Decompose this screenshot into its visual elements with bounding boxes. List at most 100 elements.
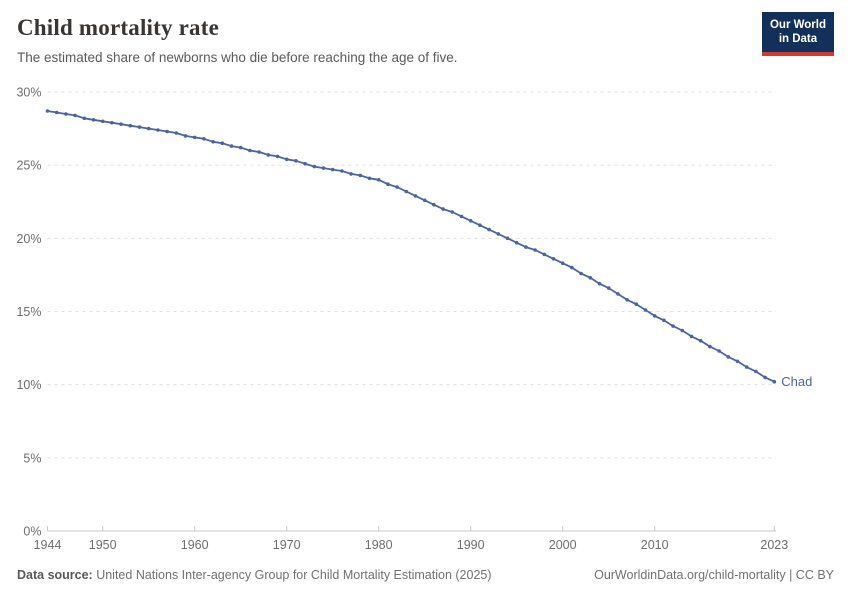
chart-header: Child mortality rate The estimated share… bbox=[17, 14, 757, 66]
data-point-marker bbox=[551, 257, 556, 261]
y-tick-label: 5% bbox=[23, 451, 41, 465]
data-point-marker bbox=[229, 144, 234, 148]
owid-logo-line1: Our World bbox=[769, 19, 826, 31]
chart-footer: Data source: United Nations Inter-agency… bbox=[17, 568, 834, 582]
data-point-marker bbox=[643, 308, 648, 312]
data-point-marker bbox=[45, 109, 50, 113]
data-point-marker bbox=[441, 207, 445, 211]
data-point-marker bbox=[698, 339, 703, 343]
x-tick-label: 1980 bbox=[365, 538, 393, 552]
data-point-marker bbox=[735, 359, 740, 364]
data-point-marker bbox=[156, 128, 160, 132]
data-point-marker bbox=[422, 198, 427, 203]
data-point-marker bbox=[275, 154, 280, 159]
page-subtitle: The estimated share of newborns who die … bbox=[17, 49, 458, 65]
data-point-marker bbox=[625, 298, 629, 302]
y-tick-label: 15% bbox=[16, 305, 41, 319]
data-point-marker bbox=[468, 219, 473, 223]
data-point-marker bbox=[202, 137, 206, 141]
data-point-marker bbox=[533, 248, 537, 252]
data-point-marker bbox=[514, 240, 519, 245]
data-point-marker bbox=[634, 302, 639, 307]
data-point-marker bbox=[708, 344, 712, 349]
data-point-marker bbox=[174, 131, 179, 135]
data-point-marker bbox=[606, 286, 611, 290]
data-point-marker bbox=[128, 123, 133, 128]
y-tick-label: 25% bbox=[16, 159, 41, 173]
data-point-marker bbox=[542, 252, 547, 257]
y-tick-label: 0% bbox=[23, 525, 41, 539]
data-point-marker bbox=[183, 134, 188, 138]
data-source-value: United Nations Inter-agency Group for Ch… bbox=[92, 568, 492, 582]
data-point-marker bbox=[303, 161, 307, 166]
data-point-marker bbox=[560, 261, 565, 266]
footer-links: OurWorldinData.org/child-mortality | CC … bbox=[594, 568, 834, 582]
data-point-marker bbox=[266, 153, 271, 157]
owid-logo[interactable]: Our World in Data bbox=[761, 12, 834, 56]
data-point-marker bbox=[248, 148, 252, 153]
data-point-marker bbox=[211, 140, 215, 144]
owid-logo-line2: in Data bbox=[778, 33, 818, 46]
data-point-marker bbox=[478, 223, 482, 227]
data-point-marker bbox=[321, 166, 326, 170]
x-tick-label: 2010 bbox=[641, 538, 669, 552]
series-line[interactable] bbox=[46, 110, 776, 383]
data-point-marker bbox=[82, 116, 87, 121]
data-point-marker bbox=[680, 328, 685, 333]
data-point-marker bbox=[413, 194, 418, 198]
data-source-note: Data source: United Nations Inter-agency… bbox=[17, 568, 492, 582]
data-point-marker bbox=[358, 173, 363, 178]
data-point-marker bbox=[220, 141, 225, 145]
data-point-marker bbox=[376, 178, 381, 182]
data-point-marker bbox=[284, 157, 289, 162]
data-point-marker bbox=[754, 369, 758, 374]
data-point-marker bbox=[616, 292, 620, 296]
data-point-marker bbox=[312, 164, 317, 169]
x-tick-label: 2000 bbox=[549, 538, 577, 552]
data-point-marker bbox=[496, 232, 501, 236]
data-point-marker bbox=[662, 318, 666, 323]
data-point-marker bbox=[524, 245, 528, 249]
data-point-marker bbox=[772, 379, 777, 384]
license-label: | CC BY bbox=[785, 568, 834, 582]
data-point-marker bbox=[450, 210, 455, 214]
data-point-marker bbox=[349, 172, 353, 176]
data-point-marker bbox=[404, 189, 409, 194]
data-point-marker bbox=[73, 113, 77, 118]
data-point-marker bbox=[717, 349, 721, 353]
data-source-label: Data source: bbox=[17, 568, 93, 582]
data-point-marker bbox=[570, 265, 574, 270]
x-tick-label: 2023 bbox=[760, 538, 788, 552]
data-point-marker bbox=[386, 182, 390, 186]
data-point-marker bbox=[110, 120, 114, 125]
data-point-marker bbox=[432, 202, 436, 207]
data-point-marker bbox=[579, 271, 583, 276]
x-tick-label: 1970 bbox=[273, 538, 301, 552]
data-point-marker bbox=[505, 236, 510, 241]
y-tick-label: 30% bbox=[16, 86, 41, 100]
x-tick-label: 1944 bbox=[34, 538, 62, 552]
data-point-marker bbox=[330, 167, 335, 172]
data-point-marker bbox=[257, 150, 261, 154]
data-point-marker bbox=[588, 276, 593, 280]
page-title: Child mortality rate bbox=[17, 15, 220, 40]
owid-url-link[interactable]: OurWorldinData.org/child-mortality bbox=[594, 568, 786, 582]
data-point-marker bbox=[367, 176, 372, 181]
data-point-marker bbox=[459, 214, 464, 219]
data-point-marker bbox=[238, 145, 243, 150]
data-point-marker bbox=[119, 122, 123, 126]
x-tick-label: 1950 bbox=[89, 538, 117, 552]
y-tick-label: 10% bbox=[16, 378, 41, 392]
data-point-marker bbox=[597, 281, 602, 286]
data-point-marker bbox=[91, 118, 96, 122]
x-tick-label: 1960 bbox=[181, 538, 209, 552]
x-tick-label: 1990 bbox=[457, 538, 485, 552]
data-point-marker bbox=[726, 355, 731, 359]
data-point-marker bbox=[64, 112, 68, 116]
data-point-marker bbox=[652, 314, 657, 318]
series-label[interactable]: Chad bbox=[781, 374, 812, 389]
data-point-marker bbox=[294, 159, 298, 163]
data-point-marker bbox=[54, 110, 59, 115]
